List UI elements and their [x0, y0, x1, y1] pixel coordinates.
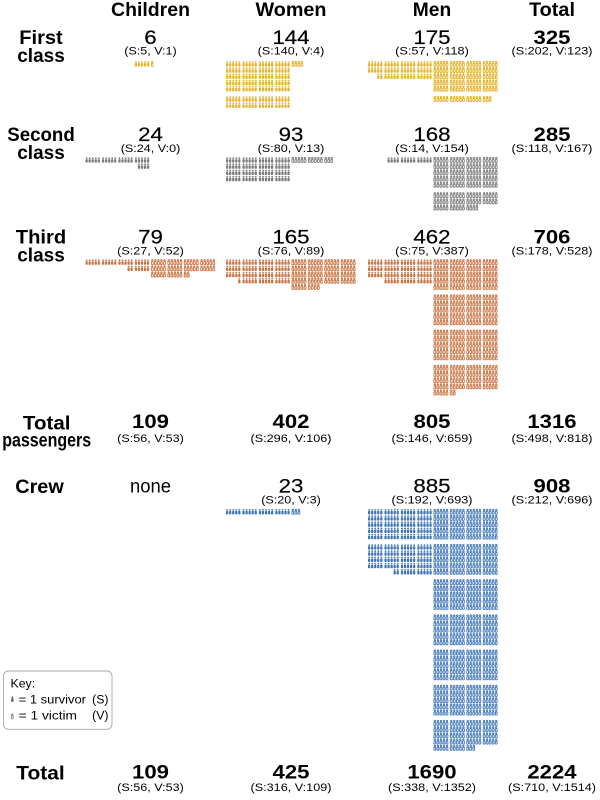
- svg-text:(S:14, V:154): (S:14, V:154): [395, 143, 469, 155]
- svg-text:(S:56, V:53): (S:56, V:53): [117, 782, 184, 794]
- svg-text:passengers: passengers: [2, 431, 91, 452]
- svg-text:(S:56, V:53): (S:56, V:53): [117, 433, 184, 445]
- svg-text:(S:27, V:52): (S:27, V:52): [117, 245, 184, 257]
- svg-text:Third: Third: [16, 228, 67, 249]
- svg-text:(V): (V): [92, 709, 108, 723]
- svg-text:Men: Men: [413, 0, 451, 21]
- svg-text:908: 908: [534, 477, 571, 498]
- svg-text:(S:80, V:13): (S:80, V:13): [258, 143, 325, 155]
- svg-text:First: First: [19, 28, 63, 49]
- svg-text:class: class: [17, 246, 65, 267]
- svg-text:425: 425: [273, 763, 310, 784]
- svg-text:24: 24: [138, 125, 163, 146]
- svg-text:(S:146, V:659): (S:146, V:659): [392, 433, 473, 445]
- svg-text:(S:316, V:109): (S:316, V:109): [251, 782, 332, 794]
- svg-text:109: 109: [132, 412, 169, 433]
- svg-text:Total: Total: [529, 0, 575, 21]
- svg-text:class: class: [17, 143, 65, 164]
- svg-text:885: 885: [413, 477, 450, 498]
- svg-text:(S:118, V:167): (S:118, V:167): [512, 143, 593, 155]
- svg-text:(S:5, V:1): (S:5, V:1): [124, 46, 177, 58]
- svg-text:Total: Total: [23, 414, 71, 435]
- svg-text:1316: 1316: [527, 412, 576, 433]
- svg-text:2224: 2224: [527, 763, 577, 784]
- svg-text:109: 109: [132, 763, 169, 784]
- svg-text:Second: Second: [7, 125, 75, 146]
- svg-text:Total: Total: [16, 764, 65, 785]
- svg-text:(S:202, V:123): (S:202, V:123): [512, 46, 593, 58]
- svg-text:(S:76, V:89): (S:76, V:89): [258, 245, 325, 257]
- svg-text:285: 285: [534, 125, 571, 146]
- svg-text:144: 144: [272, 28, 310, 49]
- svg-text:23: 23: [279, 477, 304, 498]
- svg-text:= 1 victim: = 1 victim: [19, 709, 77, 723]
- svg-text:(S:212, V:696): (S:212, V:696): [512, 494, 593, 506]
- svg-text:(S:24, V:0): (S:24, V:0): [121, 143, 181, 155]
- svg-text:6: 6: [144, 28, 156, 49]
- svg-text:325: 325: [534, 28, 571, 49]
- svg-text:93: 93: [279, 125, 304, 146]
- svg-text:Women: Women: [256, 0, 327, 21]
- svg-text:Key:: Key:: [11, 677, 36, 691]
- svg-text:Children: Children: [111, 0, 190, 21]
- svg-text:(S:57, V:118): (S:57, V:118): [395, 46, 469, 58]
- svg-text:805: 805: [414, 412, 451, 433]
- svg-text:(S:338, V:1352): (S:338, V:1352): [388, 782, 476, 794]
- svg-text:(S:178, V:528): (S:178, V:528): [512, 245, 593, 257]
- svg-text:class: class: [17, 46, 65, 67]
- svg-text:(S:20, V:3): (S:20, V:3): [261, 494, 321, 506]
- svg-text:(S:710, V:1514): (S:710, V:1514): [508, 782, 596, 794]
- svg-text:none: none: [130, 477, 171, 498]
- svg-text:(S): (S): [92, 692, 108, 706]
- svg-text:(S:140, V:4): (S:140, V:4): [258, 46, 325, 58]
- svg-text:79: 79: [138, 228, 163, 249]
- svg-text:402: 402: [273, 412, 310, 433]
- svg-text:1690: 1690: [407, 763, 456, 784]
- svg-text:165: 165: [272, 228, 309, 249]
- svg-text:(S:498, V:818): (S:498, V:818): [512, 433, 593, 445]
- svg-text:(S:296, V:106): (S:296, V:106): [251, 433, 332, 445]
- svg-text:706: 706: [534, 228, 571, 249]
- svg-text:462: 462: [413, 228, 450, 249]
- svg-text:168: 168: [413, 125, 450, 146]
- svg-text:= 1 survivor: = 1 survivor: [19, 692, 86, 706]
- svg-text:Crew: Crew: [15, 477, 64, 498]
- svg-text:(S:75, V:387): (S:75, V:387): [395, 245, 469, 257]
- svg-text:175: 175: [413, 28, 450, 49]
- svg-text:(S:192, V:693): (S:192, V:693): [392, 494, 473, 506]
